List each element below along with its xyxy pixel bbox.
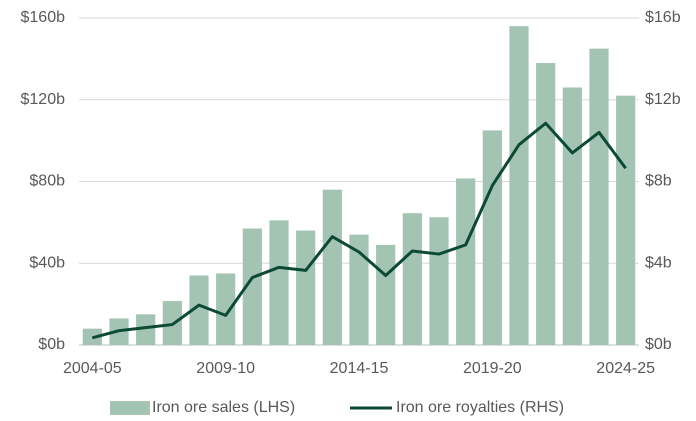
bar	[136, 314, 156, 345]
y-tick-label: $160b	[21, 9, 66, 26]
bar	[402, 213, 422, 345]
bar	[296, 230, 316, 345]
bar	[322, 189, 342, 345]
y-tick-label: $120b	[21, 91, 66, 108]
legend-label: Iron ore royalties (RHS)	[396, 399, 564, 416]
y-tick-label: $80b	[29, 173, 65, 190]
x-tick-label: 2019-20	[463, 360, 522, 377]
bar	[349, 234, 369, 345]
bar	[376, 244, 396, 345]
bar	[189, 275, 209, 345]
legend-label: Iron ore sales (LHS)	[152, 399, 295, 416]
y2-tick-label: $0b	[645, 336, 672, 353]
bar	[269, 220, 289, 345]
y2-tick-label: $8b	[645, 173, 672, 190]
x-tick-label: 2014-15	[330, 360, 389, 377]
bar	[429, 217, 449, 345]
legend-swatch	[110, 401, 150, 415]
line	[91, 121, 627, 340]
bar	[509, 26, 529, 346]
bar	[482, 130, 502, 345]
y2-tick-label: $16b	[645, 9, 681, 26]
bar	[616, 95, 636, 345]
y2-tick-label: $4b	[645, 254, 672, 271]
bar	[536, 62, 556, 346]
y-tick-label: $0b	[38, 336, 65, 353]
x-tick-label: 2009-10	[196, 360, 255, 377]
bar	[589, 48, 609, 345]
x-tick-label: 2024-25	[596, 360, 655, 377]
bar	[456, 178, 476, 345]
bar	[562, 87, 582, 346]
y-tick-label: $40b	[29, 254, 65, 271]
bar	[216, 273, 236, 345]
bar	[242, 228, 262, 345]
x-tick-label: 2004-05	[63, 360, 122, 377]
y2-tick-label: $12b	[645, 91, 681, 108]
